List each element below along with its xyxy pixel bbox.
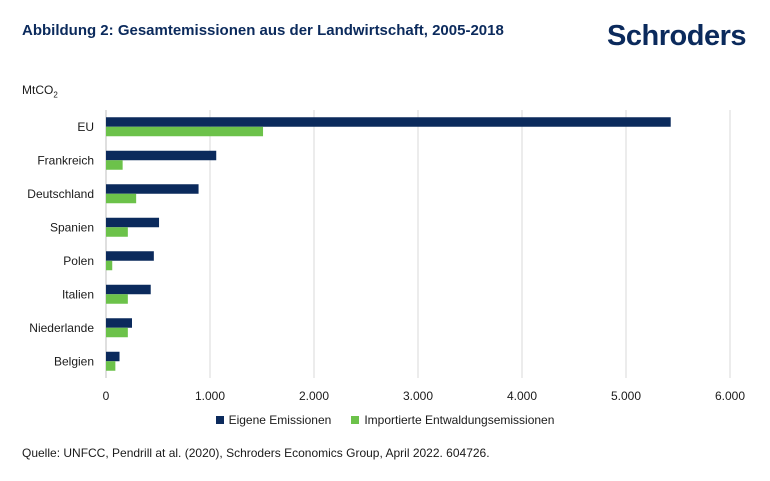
bar-eigene-emissionen [106,251,154,261]
legend-swatch-series-1 [215,416,224,424]
category-label: Polen [63,254,94,268]
x-tick-label: 0 [103,389,110,403]
bar-importierte-entwaldungsemissionen [106,327,128,338]
legend-label-series-1: Eigene Emissionen [228,413,332,427]
category-label: Spanien [50,220,94,234]
bar-eigene-emissionen [106,284,151,295]
source-note: Quelle: UNFCC, Pendrill at al. (2020), S… [22,446,490,460]
legend-label-series-2: Importierte Entwaldungsemissionen [364,413,555,427]
bar-eigene-emissionen [106,184,199,194]
bar-eigene-emissionen [106,351,120,362]
category-label: Italien [62,287,94,301]
legend: Eigene Emissionen Importierte Entwaldung… [0,413,770,427]
x-tick-label: 1.000 [195,389,225,403]
bar-eigene-emissionen [106,318,132,328]
x-tick-label: 2.000 [299,389,329,403]
bar-importierte-entwaldungsemissionen [106,126,264,137]
bar-eigene-emissionen [106,150,217,161]
unit-label: MtCO2 [22,83,58,99]
x-tick-label: 4.000 [507,389,537,403]
legend-item-series-2: Importierte Entwaldungsemissionen [351,413,554,427]
category-label: EU [77,120,94,134]
bar-importierte-entwaldungsemissionen [106,193,137,204]
bar-importierte-entwaldungsemissionen [106,361,116,371]
schroders-logo: Schroders [607,20,746,52]
category-label: Frankreich [37,153,94,167]
bar-importierte-entwaldungsemissionen [106,294,128,304]
category-label: Deutschland [27,187,94,201]
legend-swatch-series-2 [351,416,360,424]
chart-title: Abbildung 2: Gesamtemissionen aus der La… [22,22,504,39]
category-label: Belgien [54,354,94,368]
bar-importierte-entwaldungsemissionen [106,260,113,271]
unit-label-base: MtCO [22,83,54,97]
bar-importierte-entwaldungsemissionen [106,227,128,237]
unit-label-subscript: 2 [53,90,58,100]
bar-eigene-emissionen [106,117,671,127]
x-tick-label: 6.000 [715,389,745,403]
legend-item-series-1: Eigene Emissionen [215,413,332,427]
x-tick-label: 3.000 [403,389,433,403]
bar-eigene-emissionen [106,217,160,228]
bar-importierte-entwaldungsemissionen [106,160,123,170]
x-tick-label: 5.000 [611,389,641,403]
category-label: Niederlande [29,321,94,335]
